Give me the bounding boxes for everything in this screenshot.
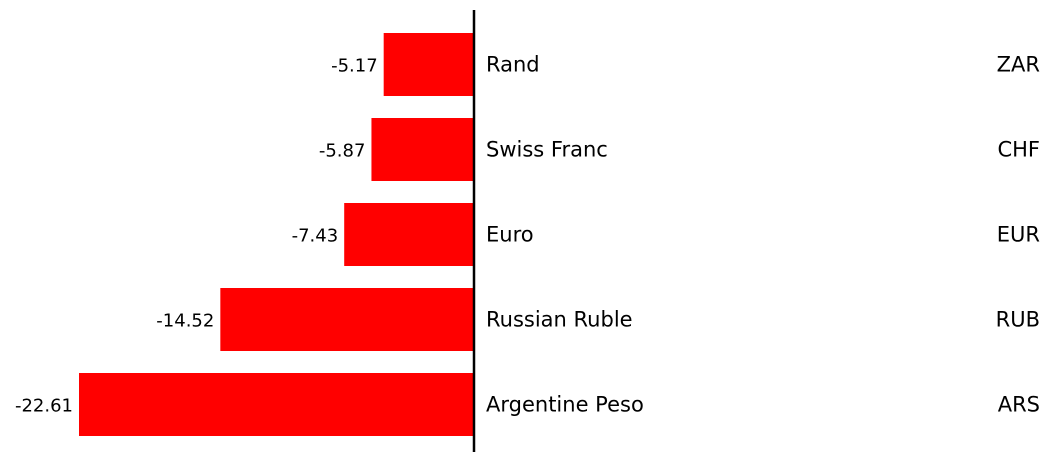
value-label-swiss-franc: -5.87 xyxy=(319,141,366,162)
code-label-euro: EUR xyxy=(997,223,1040,247)
value-label-russian-ruble: -14.52 xyxy=(156,311,214,332)
code-label-russian-ruble: RUB xyxy=(996,308,1040,332)
value-label-rand: -5.17 xyxy=(331,56,378,77)
bar-euro xyxy=(344,203,474,266)
bar-argentine-peso xyxy=(79,373,474,436)
bar-swiss-franc xyxy=(371,118,474,181)
category-label-argentine-peso: Argentine Peso xyxy=(486,393,644,417)
category-label-euro: Euro xyxy=(486,223,534,247)
code-label-rand: ZAR xyxy=(997,53,1040,77)
value-label-argentine-peso: -22.61 xyxy=(15,396,73,417)
bar-russian-ruble xyxy=(220,288,474,351)
value-label-euro: -7.43 xyxy=(292,226,339,247)
category-label-rand: Rand xyxy=(486,53,540,77)
bar-rand xyxy=(383,33,474,96)
code-label-swiss-franc: CHF xyxy=(997,138,1040,162)
code-label-argentine-peso: ARS xyxy=(998,393,1040,417)
bars-layer xyxy=(79,33,474,436)
category-label-russian-ruble: Russian Ruble xyxy=(486,308,633,332)
labels-layer: -5.17 Rand ZAR -5.87 Swiss Franc CHF -7.43 Euro… xyxy=(15,53,1040,417)
category-label-swiss-franc: Swiss Franc xyxy=(486,138,608,162)
